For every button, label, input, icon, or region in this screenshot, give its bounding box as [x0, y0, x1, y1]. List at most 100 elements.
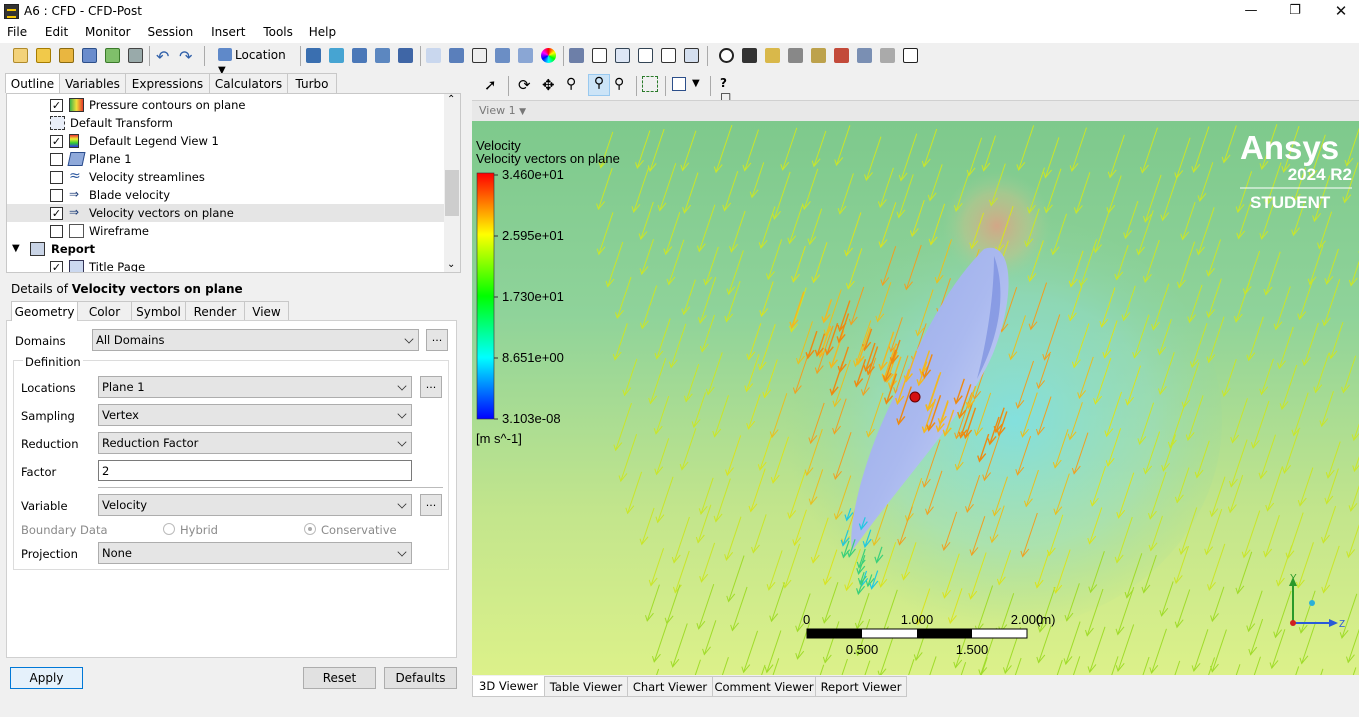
scroll-up-icon[interactable]: ⌃ — [447, 94, 456, 105]
tree-item-default-legend[interactable]: ✓ Default Legend View 1 — [7, 132, 445, 150]
viewport-layout-icon[interactable] — [672, 77, 686, 91]
vector-tool-icon[interactable] — [305, 47, 323, 65]
tree-item-velocity-vectors[interactable]: ✓ ⇒ Velocity vectors on plane — [7, 204, 445, 222]
coordinate-frame-icon[interactable] — [448, 47, 466, 65]
sampling-select[interactable]: Vertex — [98, 404, 412, 426]
menu-tools[interactable]: Tools — [263, 25, 293, 39]
expression-icon[interactable] — [591, 47, 609, 65]
scrollbar-thumb[interactable] — [445, 170, 459, 216]
color-map-icon[interactable] — [540, 47, 558, 65]
viewport-scene[interactable]: Velocity Velocity vectors on plane 3.460… — [472, 121, 1359, 675]
zoom-fit-icon[interactable]: ⚲ — [614, 76, 625, 92]
zoom-icon[interactable]: ⚲ — [566, 76, 577, 92]
select-pointer-icon[interactable]: ➚ — [484, 76, 497, 94]
chevron-down-icon[interactable]: ▼ — [12, 243, 20, 254]
particle-track-icon[interactable] — [374, 47, 392, 65]
legend-tool-icon[interactable] — [471, 47, 489, 65]
rotate-icon[interactable]: ⟳ — [518, 76, 531, 94]
quick-editor-icon[interactable] — [764, 47, 782, 65]
tab-calculators[interactable]: Calculators — [209, 73, 288, 93]
tab-turbo[interactable]: Turbo — [287, 73, 337, 93]
variable-ellipsis-button[interactable]: ... — [420, 494, 442, 516]
load-state-icon[interactable] — [58, 47, 76, 65]
checkbox[interactable]: ✓ — [50, 135, 63, 148]
chevron-down-icon[interactable]: ▼ — [692, 78, 700, 89]
refresh-icon[interactable] — [104, 47, 122, 65]
function-calculator-icon[interactable] — [810, 47, 828, 65]
location-dropdown[interactable]: Location ▼ — [214, 46, 294, 76]
checkbox[interactable]: ✓ — [50, 99, 63, 112]
reset-button[interactable]: Reset — [303, 667, 376, 689]
tree-item-title-page[interactable]: ✓ Title Page — [7, 258, 445, 273]
conservative-radio[interactable] — [304, 523, 316, 535]
menu-insert[interactable]: Insert — [211, 25, 246, 39]
view-selector[interactable]: View 1 ▼ — [479, 104, 527, 117]
fit-view-icon[interactable] — [642, 76, 658, 92]
tree-item-velocity-streamlines[interactable]: ≈ Velocity streamlines — [7, 168, 445, 186]
zoom-box-icon[interactable]: ⚲ — [588, 74, 610, 96]
timestep-icon[interactable] — [718, 47, 736, 65]
checkbox[interactable]: ✓ — [50, 261, 63, 273]
locations-ellipsis-button[interactable]: ... — [420, 376, 442, 398]
variable-icon[interactable] — [568, 47, 586, 65]
tab-color[interactable]: Color — [77, 301, 132, 321]
command-editor-icon[interactable] — [902, 47, 920, 65]
checkbox[interactable] — [50, 153, 63, 166]
reduction-select[interactable]: Reduction Factor — [98, 432, 412, 454]
tab-geometry[interactable]: Geometry — [11, 301, 78, 321]
tree-scrollbar[interactable]: ⌃ ⌄ — [444, 94, 460, 272]
tab-expressions[interactable]: Expressions — [125, 73, 210, 93]
contour-tool-icon[interactable] — [328, 47, 346, 65]
menu-edit[interactable]: Edit — [44, 25, 69, 39]
minimize-button[interactable]: — — [1244, 3, 1258, 18]
mesh-calculator-icon[interactable] — [856, 47, 874, 65]
tab-render[interactable]: Render — [185, 301, 245, 321]
instance-transform-icon[interactable] — [494, 47, 512, 65]
menu-file[interactable]: File — [7, 25, 28, 39]
tab-report-viewer[interactable]: Report Viewer — [815, 676, 907, 697]
tab-symbol[interactable]: Symbol — [131, 301, 186, 321]
outline-tree[interactable]: ✓ Pressure contours on plane Default Tra… — [6, 93, 461, 273]
comment-icon[interactable] — [660, 47, 678, 65]
undo-icon[interactable]: ↶ — [156, 47, 170, 66]
tab-table-viewer[interactable]: Table Viewer — [544, 676, 628, 697]
open-icon[interactable] — [35, 47, 53, 65]
tab-chart-viewer[interactable]: Chart Viewer — [627, 676, 713, 697]
tab-view[interactable]: View — [244, 301, 289, 321]
tab-comment-viewer[interactable]: Comment Viewer — [712, 676, 816, 697]
checkbox[interactable]: ✓ — [50, 207, 63, 220]
scroll-down-icon[interactable]: ⌄ — [447, 259, 456, 270]
pan-icon[interactable]: ✥ — [542, 76, 555, 94]
domains-select[interactable]: All Domains — [92, 329, 419, 351]
locations-select[interactable]: Plane 1 — [98, 376, 412, 398]
tree-item-plane-1[interactable]: Plane 1 — [7, 150, 445, 168]
domains-ellipsis-button[interactable]: ... — [426, 329, 448, 351]
volume-rendering-icon[interactable] — [397, 47, 415, 65]
macro-calculator-icon[interactable] — [833, 47, 851, 65]
checkbox[interactable] — [50, 189, 63, 202]
clip-plane-icon[interactable] — [517, 47, 535, 65]
new-icon[interactable] — [12, 47, 30, 65]
factor-input[interactable]: 2 — [98, 460, 412, 481]
chart-icon[interactable] — [637, 47, 655, 65]
case-comparison-icon[interactable] — [879, 47, 897, 65]
3d-viewport[interactable]: Velocity Velocity vectors on plane 3.460… — [472, 121, 1359, 675]
save-state-icon[interactable] — [81, 47, 99, 65]
tab-3d-viewer[interactable]: 3D Viewer — [472, 676, 545, 697]
tree-item-report[interactable]: ▼ Report — [7, 240, 445, 258]
variable-select[interactable]: Velocity — [98, 494, 412, 516]
tab-variables[interactable]: Variables — [59, 73, 126, 93]
tree-item-default-transform[interactable]: Default Transform — [7, 114, 445, 132]
text-tool-icon[interactable] — [425, 47, 443, 65]
tab-outline[interactable]: Outline — [5, 73, 60, 93]
checkbox[interactable] — [50, 225, 63, 238]
probe-icon[interactable] — [787, 47, 805, 65]
menu-help[interactable]: Help — [308, 25, 337, 39]
streamline-tool-icon[interactable] — [351, 47, 369, 65]
defaults-button[interactable]: Defaults — [384, 667, 457, 689]
table-icon[interactable] — [614, 47, 632, 65]
hybrid-radio[interactable] — [163, 523, 175, 535]
close-button[interactable]: ✕ — [1334, 2, 1348, 20]
projection-select[interactable]: None — [98, 542, 412, 564]
tree-item-pressure-contours[interactable]: ✓ Pressure contours on plane — [7, 96, 445, 114]
